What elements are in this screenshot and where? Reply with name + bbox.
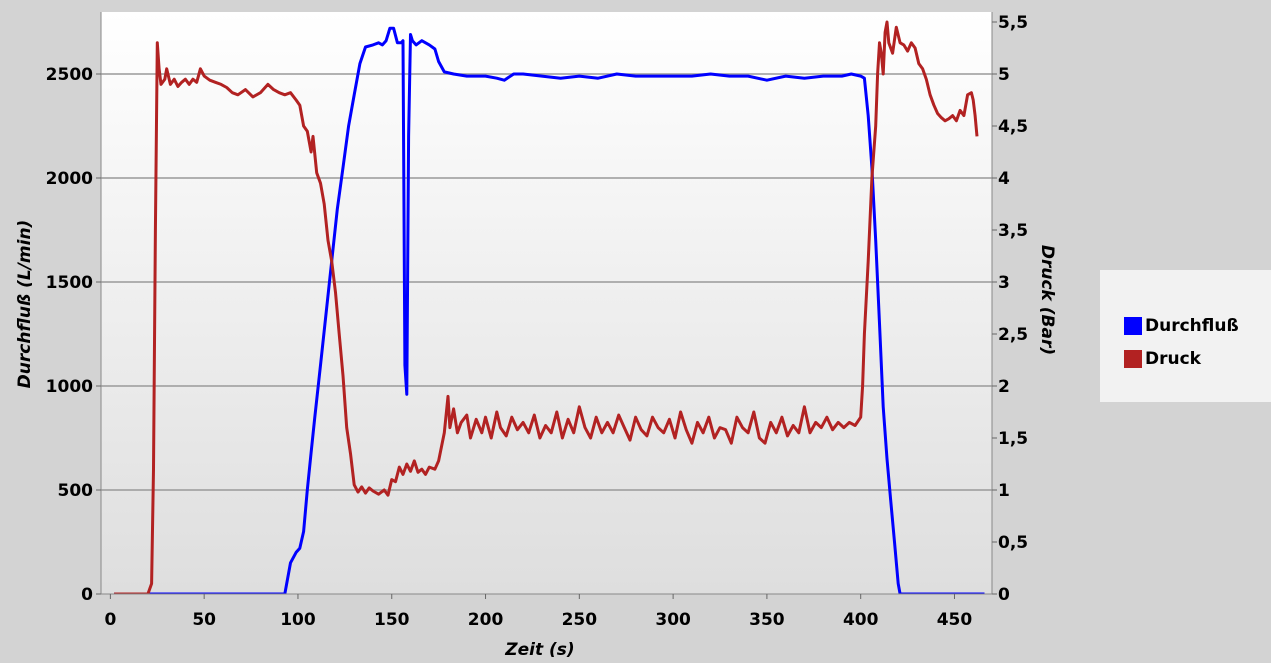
y2-tick-label-6: 3 bbox=[998, 273, 1010, 293]
x-tick-label-4: 200 bbox=[468, 610, 504, 630]
y2-tick-label-1: 0,5 bbox=[998, 533, 1028, 553]
y2-tick-label-4: 2 bbox=[998, 377, 1010, 397]
y2-tick-label-11: 5,5 bbox=[998, 13, 1028, 33]
y2-tick-label-7: 3,5 bbox=[998, 221, 1028, 241]
y2-axis-ticks: 0 0,5 1 1,5 2 2,5 3 3,5 4 4,5 5 5,5 bbox=[992, 13, 1028, 605]
y2-tick-label-5: 2,5 bbox=[998, 325, 1028, 345]
y-tick-label-2: 1000 bbox=[46, 377, 93, 397]
y2-tick-label-3: 1,5 bbox=[998, 429, 1028, 449]
x-tick-label-3: 150 bbox=[374, 610, 410, 630]
y2-tick-label-2: 1 bbox=[998, 481, 1010, 501]
y2-tick-label-10: 5 bbox=[998, 65, 1010, 85]
series-layer bbox=[114, 20, 985, 594]
x-tick-label-5: 250 bbox=[562, 610, 598, 630]
legend: Durchfluß Druck bbox=[1100, 270, 1271, 402]
x-tick-label-8: 400 bbox=[843, 610, 879, 630]
y-tick-label-1: 500 bbox=[58, 481, 94, 501]
gridlines bbox=[101, 73, 992, 491]
legend-item-druck: Druck bbox=[1124, 349, 1201, 369]
y2-axis-title: Druck (Bar) bbox=[1037, 245, 1057, 355]
y2-tick-label-9: 4,5 bbox=[998, 117, 1028, 137]
x-tick-label-2: 100 bbox=[280, 610, 316, 630]
y2-tick-label-0: 0 bbox=[998, 585, 1010, 605]
x-tick-label-6: 300 bbox=[655, 610, 691, 630]
plot-area bbox=[101, 12, 992, 594]
y-tick-label-5: 2500 bbox=[46, 65, 93, 85]
y-tick-label-0: 0 bbox=[81, 585, 93, 605]
y-axis-title: Durchfluß (L/min) bbox=[15, 220, 35, 389]
x-axis-ticks: 0 50 100 150 200 250 300 350 400 450 bbox=[104, 594, 972, 630]
y-tick-label-4: 2000 bbox=[46, 169, 93, 189]
x-tick-label-0: 0 bbox=[104, 610, 116, 630]
x-tick-label-7: 350 bbox=[749, 610, 785, 630]
y-tick-label-3: 1500 bbox=[46, 273, 93, 293]
x-axis-title: Zeit (s) bbox=[504, 640, 574, 660]
legend-swatch-durchfluss bbox=[1124, 317, 1142, 335]
series-line-druck bbox=[114, 20, 979, 594]
legend-item-durchfluss: Durchfluß bbox=[1124, 316, 1239, 336]
legend-label-durchfluss: Durchfluß bbox=[1145, 316, 1239, 336]
y2-tick-label-8: 4 bbox=[998, 169, 1010, 189]
x-tick-label-1: 50 bbox=[192, 610, 216, 630]
legend-label-druck: Druck bbox=[1145, 349, 1201, 369]
legend-swatch-druck bbox=[1124, 350, 1142, 368]
x-tick-label-9: 450 bbox=[937, 610, 973, 630]
y-axis-ticks: 0 500 1000 1500 2000 2500 bbox=[46, 65, 101, 605]
series-line-durchfluss bbox=[114, 26, 985, 594]
